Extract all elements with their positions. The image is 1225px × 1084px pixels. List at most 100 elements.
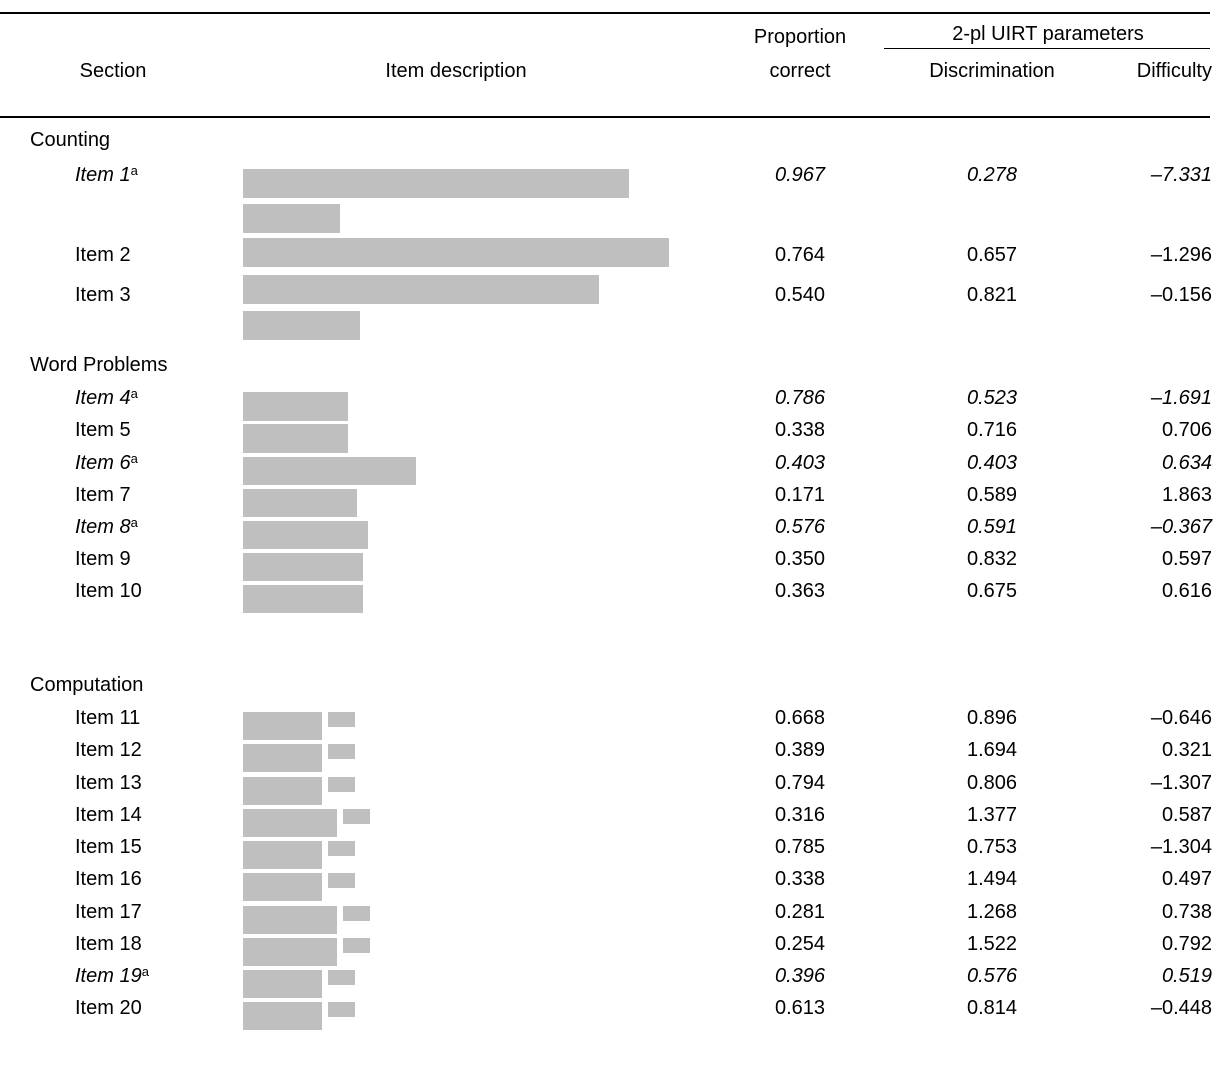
redacted-description-block [243,906,337,934]
redacted-description-block [243,809,337,837]
redacted-description-block [328,777,355,792]
redacted-description-block [243,238,669,267]
section-title-word-problems: Word Problems [30,354,168,376]
row-label: Item 5 [75,418,131,442]
discrimination-value: 1.494 [966,868,1018,890]
discrimination-value: 0.576 [966,965,1018,987]
footnote-marker: a [130,515,138,530]
footnote-marker: a [130,163,138,178]
discrimination-value: 1.377 [966,804,1018,826]
redacted-description-block [328,873,355,888]
difficulty-value: 1.863 [1161,484,1212,506]
proportion-correct-value: 0.785 [774,836,826,858]
discrimination-value: 0.278 [966,164,1018,186]
redacted-description-block [343,906,370,921]
header-discrimination: Discrimination [929,60,1055,82]
discrimination-value: 1.268 [966,901,1018,923]
header-bottom-rule [0,116,1210,118]
header-proportion-line1: Proportion [753,26,847,48]
redacted-description-block [243,777,322,805]
difficulty-value: –1.296 [1150,244,1212,266]
item-label-text: Item 15 [75,836,142,858]
difficulty-value: 0.634 [1161,452,1212,474]
redacted-description-block [243,585,363,613]
item-label-text: Item 14 [75,804,142,826]
row-label: Item 6a [75,451,138,475]
proportion-correct-value: 0.786 [774,387,826,409]
row-label: Item 8a [75,515,138,539]
item-label-text: Item 9 [75,548,131,570]
header-uirt-group: 2-pl UIRT parameters [952,23,1144,45]
redacted-description-block [243,275,599,304]
difficulty-value: –7.331 [1150,164,1212,186]
redacted-description-block [243,873,322,901]
item-label-text: Item 18 [75,933,142,955]
discrimination-value: 0.821 [966,284,1018,306]
item-label-text: Item 3 [75,284,131,306]
proportion-correct-value: 0.613 [774,997,826,1019]
redacted-description-block [328,712,355,727]
redacted-description-block [243,424,348,453]
section-title-computation: Computation [30,674,144,696]
row-label: Item 1a [75,163,138,187]
section-title-counting: Counting [30,129,111,151]
item-label-text: Item 4 [75,387,131,409]
discrimination-value: 0.523 [966,387,1018,409]
difficulty-value: 0.616 [1161,580,1212,602]
proportion-correct-value: 0.338 [774,419,826,441]
discrimination-value: 1.694 [966,739,1018,761]
item-label-text: Item 7 [75,484,131,506]
table-top-rule [0,12,1210,14]
row-label: Item 9 [75,547,131,571]
item-label-text: Item 8 [75,516,131,538]
row-label: Item 10 [75,579,142,603]
item-label-text: Item 6 [75,452,131,474]
proportion-correct-value: 0.794 [774,772,826,794]
proportion-correct-value: 0.254 [774,933,826,955]
discrimination-value: 0.403 [966,452,1018,474]
header-section: Section [79,60,147,82]
row-label: Item 4a [75,386,138,410]
discrimination-value: 0.591 [966,516,1018,538]
proportion-correct-value: 0.576 [774,516,826,538]
discrimination-value: 0.814 [966,997,1018,1019]
item-label-text: Item 17 [75,901,142,923]
difficulty-value: –1.307 [1150,772,1212,794]
discrimination-value: 0.896 [966,707,1018,729]
row-label: Item 20 [75,996,142,1020]
proportion-correct-value: 0.540 [774,284,826,306]
discrimination-value: 1.522 [966,933,1018,955]
row-label: Item 18 [75,932,142,956]
difficulty-value: –0.646 [1150,707,1212,729]
difficulty-value: –0.448 [1150,997,1212,1019]
proportion-correct-value: 0.389 [774,739,826,761]
redacted-description-block [343,938,370,953]
discrimination-value: 0.753 [966,836,1018,858]
header-item-description: Item description [385,60,527,82]
redacted-description-block [243,553,363,581]
redacted-description-block [243,970,322,998]
redacted-description-block [343,809,370,824]
redacted-description-block [243,204,340,233]
row-label: Item 11 [75,706,140,730]
row-label: Item 15 [75,835,142,859]
discrimination-value: 0.657 [966,244,1018,266]
item-label-text: Item 12 [75,739,142,761]
redacted-description-block [328,970,355,985]
item-label-text: Item 20 [75,997,142,1019]
discrimination-value: 0.589 [966,484,1018,506]
proportion-correct-value: 0.967 [774,164,826,186]
difficulty-value: –0.367 [1150,516,1212,538]
proportion-correct-value: 0.396 [774,965,826,987]
item-label-text: Item 16 [75,868,142,890]
redacted-description-block [243,841,322,869]
redacted-description-block [328,744,355,759]
row-label: Item 17 [75,900,142,924]
proportion-correct-value: 0.316 [774,804,826,826]
difficulty-value: 0.597 [1161,548,1212,570]
uirt-group-rule [884,48,1210,49]
redacted-description-block [243,744,322,772]
redacted-description-block [328,841,355,856]
redacted-description-block [243,521,368,549]
redacted-description-block [243,392,348,421]
